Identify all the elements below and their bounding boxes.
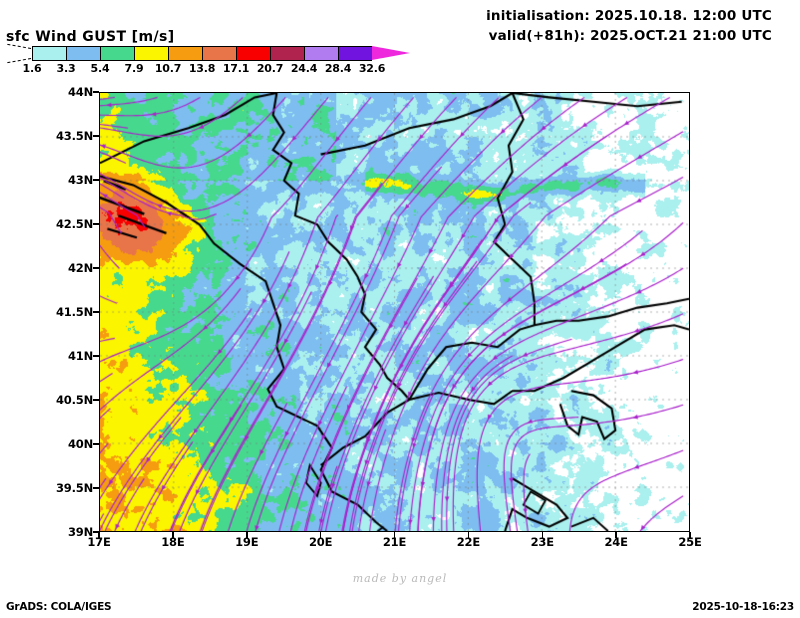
lon-tick-mark — [467, 532, 470, 538]
colorbar-swatch — [270, 46, 304, 61]
colorbar-swatch — [32, 46, 66, 61]
colorbar-tick-label: 13.8 — [188, 62, 216, 75]
grads-credit: GrADS: COLA/IGES — [6, 601, 112, 613]
colorbar: 1.6 3.3 5.4 7.9 10.7 13.8 17.1 20.7 24.4 28.4 32.6 — [6, 46, 456, 75]
colorbar-low-end-wedge — [6, 46, 32, 61]
weather-map-canvas — [100, 93, 689, 531]
colorbar-swatch — [66, 46, 100, 61]
lat-tick-mark — [93, 91, 99, 93]
lon-tick-mark — [541, 532, 543, 538]
lat-tick-mark — [93, 311, 99, 313]
render-timestamp: 2025-10-18-16:23 — [692, 601, 794, 613]
colorbar-tick-label: 24.4 — [290, 62, 318, 75]
colorbar-tick-label: 32.6 — [358, 62, 386, 75]
colorbar-tick-label: 28.4 — [324, 62, 352, 75]
lat-tick-mark — [93, 355, 99, 357]
colorbar-tick-label: 5.4 — [90, 62, 110, 75]
lat-tick-mark — [93, 223, 99, 225]
lat-tick-label: 41.5N — [56, 305, 93, 319]
lon-tick-mark — [689, 532, 691, 538]
lat-tick-label: 40.5N — [56, 393, 93, 407]
initialisation-time: initialisation: 2025.10.18. 12:00 UTC — [486, 8, 772, 24]
colorbar-swatch — [168, 46, 202, 61]
lon-tick-label: 25E — [678, 535, 702, 549]
watermark: made by angel — [352, 572, 448, 585]
colorbar-tick-label: 1.6 — [22, 62, 42, 75]
lon-tick-label: 17E — [87, 535, 111, 549]
colorbar-tick-label: 10.7 — [154, 62, 182, 75]
lon-tick-mark — [246, 532, 248, 538]
colorbar-tick-label: 20.7 — [256, 62, 284, 75]
lat-tick-mark — [93, 267, 99, 269]
lon-tick-mark — [98, 532, 100, 538]
valid-time: valid(+81h): 2025.OCT.21 21:00 UTC — [488, 28, 772, 44]
colorbar-swatch — [304, 46, 338, 61]
colorbar-swatch — [338, 46, 372, 61]
weather-map-plot — [99, 92, 690, 532]
lon-tick-label: 21E — [382, 535, 407, 549]
colorbar-swatches — [6, 46, 410, 61]
lon-tick-label: 20E — [308, 535, 333, 549]
lon-tick-label: 19E — [235, 535, 259, 549]
lon-tick-mark — [615, 532, 617, 538]
lat-tick-label: 44N — [67, 85, 93, 99]
colorbar-swatch — [134, 46, 168, 61]
lat-tick-mark — [93, 487, 99, 489]
lat-tick-label: 43.5N — [56, 129, 93, 143]
colorbar-swatch — [100, 46, 134, 61]
lat-tick-label: 41N — [67, 349, 93, 363]
lat-tick-label: 43N — [67, 173, 93, 187]
colorbar-high-end-wedge — [372, 46, 410, 60]
lat-tick-mark — [93, 179, 99, 181]
lon-tick-label: 22E — [456, 535, 481, 549]
lat-tick-mark — [93, 531, 99, 533]
lat-tick-mark — [93, 399, 99, 401]
lat-tick-mark — [93, 135, 99, 137]
page-title: sfc Wind GUST [m/s] — [6, 29, 175, 45]
colorbar-swatch — [236, 46, 270, 61]
colorbar-tick-label: 7.9 — [124, 62, 144, 75]
lat-tick-label: 40N — [67, 437, 93, 451]
lat-tick-label: 42.5N — [56, 217, 93, 231]
lon-tick-mark — [319, 532, 322, 538]
colorbar-tick-label: 3.3 — [56, 62, 76, 75]
lon-tick-mark — [172, 532, 174, 538]
lon-tick-label: 24E — [604, 535, 628, 549]
colorbar-swatch — [202, 46, 236, 61]
lat-tick-label: 39.5N — [56, 481, 93, 495]
lat-tick-mark — [93, 443, 99, 445]
lon-tick-mark — [393, 532, 396, 538]
lat-tick-label: 39N — [67, 525, 93, 539]
lon-tick-label: 18E — [161, 535, 185, 549]
lon-tick-label: 23E — [530, 535, 554, 549]
lat-tick-label: 42N — [67, 261, 93, 275]
colorbar-tick-label: 17.1 — [222, 62, 250, 75]
